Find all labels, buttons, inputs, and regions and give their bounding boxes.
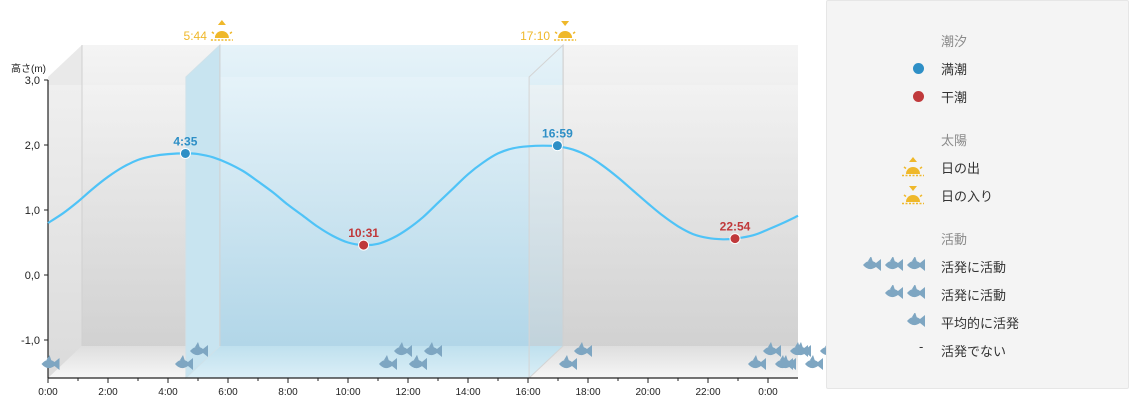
fish-icon bbox=[559, 355, 577, 370]
legend-activity-level-1: 活発に活動 bbox=[941, 260, 1007, 275]
day-front-panel bbox=[185, 77, 530, 378]
fish-icon bbox=[805, 355, 823, 370]
legend-tide-header: 潮汐 bbox=[941, 34, 968, 49]
high-tide-point-2 bbox=[551, 140, 563, 152]
y-tick-label-4: 3,0 bbox=[25, 75, 40, 87]
fish-icon bbox=[885, 256, 903, 271]
y-tick-label-2: 1,0 bbox=[25, 205, 40, 217]
activity-markers bbox=[41, 342, 826, 370]
fish-icon bbox=[190, 342, 208, 357]
x-tick-label-0: 0:00 bbox=[38, 387, 58, 398]
extreme-time-label-0: 4:35 bbox=[173, 134, 197, 148]
fish-icon bbox=[175, 355, 193, 370]
high-tide-point-0 bbox=[179, 147, 191, 159]
fish-icon bbox=[379, 355, 397, 370]
x-tick-label-4: 8:00 bbox=[278, 387, 298, 398]
legend-low-tide: 干潮 bbox=[941, 90, 968, 105]
fish-icon bbox=[763, 342, 781, 357]
sunrise-wall bbox=[185, 43, 221, 380]
fish-icon bbox=[790, 342, 808, 357]
fish-icon bbox=[41, 355, 60, 370]
fish-icon bbox=[775, 355, 793, 370]
fish-icon-row-2 bbox=[883, 284, 927, 306]
x-tick-label-7: 14:00 bbox=[455, 387, 480, 398]
fish-icon bbox=[409, 355, 427, 370]
legend-sunset: 日の入り bbox=[941, 189, 994, 204]
sunset-icon bbox=[902, 186, 924, 205]
low-tide-point-1 bbox=[358, 239, 370, 251]
y-tick-label-3: 2,0 bbox=[25, 140, 40, 152]
sunrise-marker-icon bbox=[210, 20, 233, 41]
x-tick-label-12: 0:00 bbox=[758, 387, 778, 398]
floor-day bbox=[185, 346, 564, 378]
legend-dash: - bbox=[919, 339, 924, 354]
tide-chart: -1,0 0,0 1,0 2,0 3,0高さ(m) 0:00 2:00 4:00 6:00 8:0… bbox=[11, 20, 826, 398]
legend-sunrise: 日の出 bbox=[941, 161, 981, 176]
y-tick-label-1: 0,0 bbox=[25, 270, 40, 282]
fish-icon bbox=[748, 355, 766, 370]
sunrise-icon bbox=[902, 157, 924, 177]
fish-icon bbox=[907, 284, 925, 299]
x-tick-label-5: 10:00 bbox=[335, 387, 360, 398]
legend-activity-level-2: 活発に活動 bbox=[941, 288, 1007, 303]
legend-activity-level-3: 平均的に活発 bbox=[941, 316, 1020, 331]
x-tick-label-11: 22:00 bbox=[695, 387, 720, 398]
tide-line bbox=[47, 144, 799, 247]
fish-icon bbox=[820, 345, 826, 355]
tide-extremes: 4:35 10:31 16:59 22:54 bbox=[173, 127, 751, 251]
legend-activity-header: 活動 bbox=[941, 232, 968, 247]
x-tick-label-10: 20:00 bbox=[635, 387, 660, 398]
activity-group-6 bbox=[775, 342, 826, 370]
fish-icon-row-3 bbox=[905, 312, 927, 334]
sunset-marker-icon bbox=[554, 21, 577, 41]
chart-axes: -1,0 0,0 1,0 2,0 3,0高さ(m) 0:00 2:00 4:00 6:00 8:0… bbox=[11, 62, 798, 398]
extreme-time-label-1: 10:31 bbox=[348, 226, 379, 240]
legend-high-tide: 満潮 bbox=[941, 62, 968, 77]
x-tick-label-2: 4:00 bbox=[158, 387, 178, 398]
extreme-time-label-2: 16:59 bbox=[542, 127, 573, 141]
x-tick-label-1: 2:00 bbox=[98, 387, 118, 398]
high-tide-dot-icon bbox=[913, 63, 924, 74]
y-tick-label-0: -1,0 bbox=[21, 335, 40, 347]
x-tick-label-8: 16:00 bbox=[515, 387, 540, 398]
legend-activity-level-4: 活発でない bbox=[941, 344, 1007, 359]
x-tick-label-6: 12:00 bbox=[395, 387, 420, 398]
fish-icon bbox=[885, 284, 903, 299]
fish-icon-row-1 bbox=[861, 256, 927, 278]
fish-icon bbox=[907, 256, 925, 271]
fish-icon bbox=[394, 342, 412, 357]
sun-time-label-0: 5:44 bbox=[184, 29, 208, 43]
legend: 潮汐 満潮 干潮 太陽 日の出 日の入り 活動 活発に活動 活発に活動 平均的に… bbox=[826, 0, 1129, 389]
activity-group-4 bbox=[559, 342, 592, 370]
sun-markers: 5:44 17:10 bbox=[184, 20, 577, 43]
sun-time-label-1: 17:10 bbox=[520, 29, 550, 43]
low-tide-dot-icon bbox=[913, 91, 924, 102]
night-front-left bbox=[48, 85, 186, 378]
legend-sun-header: 太陽 bbox=[941, 133, 968, 148]
low-tide-point-3 bbox=[729, 233, 741, 245]
tide-series bbox=[47, 144, 799, 247]
night-front-right bbox=[529, 85, 798, 378]
fish-icon bbox=[907, 312, 925, 327]
activity-group-1 bbox=[175, 342, 208, 370]
y-axis-title: 高さ(m) bbox=[11, 62, 46, 75]
chart-background bbox=[48, 43, 798, 380]
extreme-time-label-3: 22:54 bbox=[720, 220, 751, 234]
fish-icon bbox=[863, 256, 881, 271]
x-tick-label-3: 6:00 bbox=[218, 387, 238, 398]
fish-icon bbox=[424, 342, 442, 357]
activity-group-3 bbox=[409, 355, 427, 370]
fish-icon bbox=[574, 342, 592, 357]
x-tick-label-9: 18:00 bbox=[575, 387, 600, 398]
activity-group-0 bbox=[41, 355, 60, 370]
